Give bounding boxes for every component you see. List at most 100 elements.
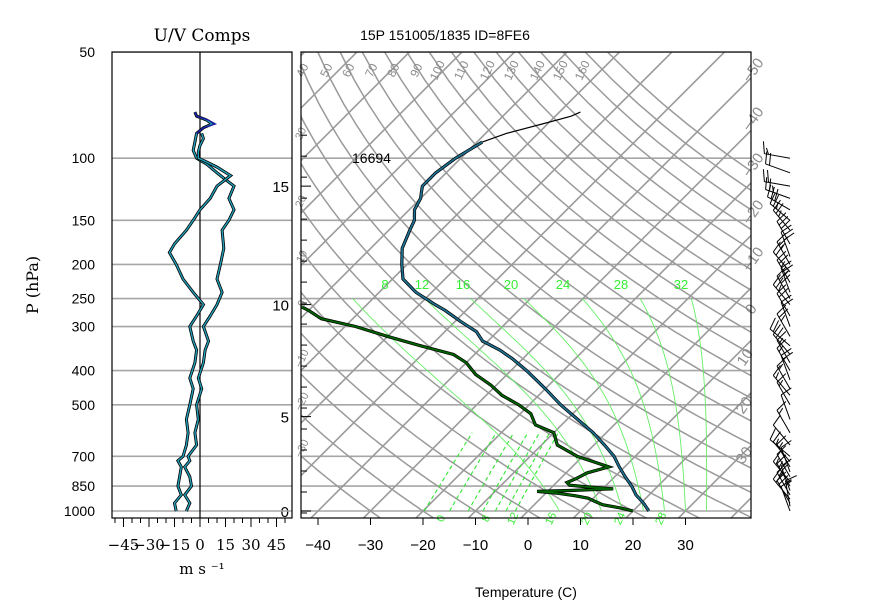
wind-barb-flag bbox=[776, 357, 787, 367]
dry-adiabat-line bbox=[301, 114, 751, 494]
isotherm-label-right: −30 bbox=[739, 150, 768, 181]
wind-barb-staff bbox=[776, 339, 791, 363]
profile-line-1 bbox=[481, 111, 581, 143]
wind-barb-flag bbox=[774, 188, 779, 202]
wind-barb-flag bbox=[775, 372, 780, 379]
mixing-ratio-line bbox=[467, 432, 515, 512]
wind-barb-flag bbox=[782, 351, 794, 360]
wind-barb-flag bbox=[762, 169, 765, 182]
mixing-ratio-label: 16 bbox=[456, 277, 470, 292]
wind-barb-staff bbox=[780, 231, 791, 257]
dry-adiabat-label-top: 140 bbox=[527, 58, 548, 82]
temperature-tick-label: 10 bbox=[572, 537, 589, 554]
dry-adiabat-line bbox=[301, 162, 751, 518]
temperature-tick-label: −40 bbox=[305, 537, 330, 554]
moist-adiabat-line bbox=[523, 298, 644, 512]
wind-barb-staff bbox=[776, 347, 791, 371]
wind-barb-flag bbox=[783, 270, 789, 277]
wind-barb bbox=[769, 317, 791, 347]
wind-barb-flag bbox=[780, 315, 786, 322]
uv-profile-line-2 bbox=[194, 111, 218, 134]
wind-barb-flag bbox=[772, 414, 781, 426]
dry-adiabat-label-top: 160 bbox=[572, 58, 593, 82]
wind-barb bbox=[776, 357, 791, 389]
uv-frame bbox=[111, 51, 293, 519]
dry-adiabat-line bbox=[317, 52, 751, 445]
wind-barb-flag bbox=[768, 178, 772, 191]
profile-line-2 bbox=[301, 305, 634, 512]
wind-barb-flag bbox=[780, 243, 786, 250]
moist-adiabat-line bbox=[690, 298, 708, 511]
wind-barb-flag bbox=[776, 435, 787, 445]
moist-adiabat-line bbox=[470, 298, 623, 512]
mixing-ratio-line bbox=[514, 432, 559, 512]
wind-barb-flag bbox=[772, 241, 781, 253]
temperature-tick-label: 0 bbox=[524, 537, 532, 554]
moist-adiabat-label: 12 bbox=[505, 511, 521, 527]
moist-adiabat-label: 20 bbox=[579, 511, 595, 527]
height-tick-label: 10 bbox=[272, 298, 289, 315]
wind-barb-staff bbox=[772, 209, 791, 231]
height-tick-label: 0 bbox=[281, 504, 289, 521]
wind-barb-staff bbox=[767, 196, 791, 211]
wind-barb-staff bbox=[780, 301, 791, 327]
pressure-tick-label: 250 bbox=[72, 291, 96, 307]
wind-barb bbox=[780, 260, 794, 293]
wind-barb-staff bbox=[772, 461, 791, 482]
dry-adiabat-line bbox=[495, 52, 751, 271]
wind-barb-staff bbox=[765, 189, 791, 199]
dry-adiabat-line bbox=[361, 52, 751, 399]
dry-adiabat-label-top: 100 bbox=[427, 58, 448, 82]
pressure-tick-label: 100 bbox=[72, 150, 96, 166]
moist-adiabat-line bbox=[639, 298, 686, 512]
wind-barb-flag bbox=[780, 260, 792, 269]
wind-barb-flag bbox=[775, 202, 779, 210]
wind-barb-staff bbox=[772, 478, 791, 500]
profile-line-0 bbox=[400, 141, 650, 512]
wind-barb-flag bbox=[778, 345, 784, 352]
skewt-xlabel: Temperature (C) bbox=[475, 584, 577, 600]
isotherm-line bbox=[301, 52, 621, 372]
dry-adiabat-line bbox=[301, 373, 488, 518]
wind-barb-staff bbox=[776, 313, 791, 337]
isotherm-line bbox=[414, 181, 751, 518]
wind-barb-staff bbox=[780, 355, 791, 381]
dry-adiabat-line bbox=[584, 52, 751, 192]
isotherm-line bbox=[301, 52, 516, 267]
wind-barb-staff bbox=[776, 275, 791, 299]
wind-barb-staff bbox=[776, 241, 791, 265]
wind-barb-flag bbox=[772, 194, 780, 207]
wind-barb-staff bbox=[776, 472, 791, 496]
wind-barb-flag bbox=[772, 365, 781, 376]
moist-adiabat-label: 8 bbox=[480, 513, 493, 524]
uv-title: U/V Comps bbox=[154, 26, 251, 46]
wind-barb-flag bbox=[775, 458, 780, 465]
height-annotation: 16694 bbox=[352, 150, 391, 166]
dry-adiabat-label-top: 70 bbox=[362, 61, 380, 79]
pressure-tick-label: 850 bbox=[72, 478, 96, 494]
wind-barb-flag bbox=[776, 212, 787, 222]
moist-adiabat-label: 0 bbox=[435, 513, 448, 524]
wind-barb-flag bbox=[765, 177, 768, 190]
wind-barb-staff bbox=[764, 181, 791, 187]
wind-barb-flag bbox=[778, 254, 789, 264]
wind-barb-staff bbox=[780, 267, 791, 293]
mixing-ratio-line bbox=[423, 432, 473, 512]
dry-adiabat-label-top: 80 bbox=[384, 61, 402, 79]
wind-barb bbox=[772, 241, 791, 273]
skewt-axes: −40 −30 −20 −10 0 10 20 30 0 5 10 15 bbox=[272, 134, 694, 554]
wind-barb-staff bbox=[769, 203, 791, 221]
mixing-ratio-label: 24 bbox=[556, 277, 570, 292]
wind-barb bbox=[772, 414, 791, 446]
isotherm-line bbox=[572, 339, 751, 518]
pressure-tick-label: 500 bbox=[72, 397, 96, 413]
wind-barb-flag bbox=[769, 428, 776, 440]
wind-barb-staff bbox=[765, 163, 791, 174]
isotherm-label-right: 10 bbox=[734, 346, 757, 369]
wind-barb-flag bbox=[785, 480, 792, 486]
isotherm-label-right: −40 bbox=[739, 104, 768, 135]
wind-barb bbox=[765, 177, 791, 199]
pressure-tick-label: 400 bbox=[72, 363, 96, 379]
wind-barb-flag bbox=[770, 186, 775, 199]
